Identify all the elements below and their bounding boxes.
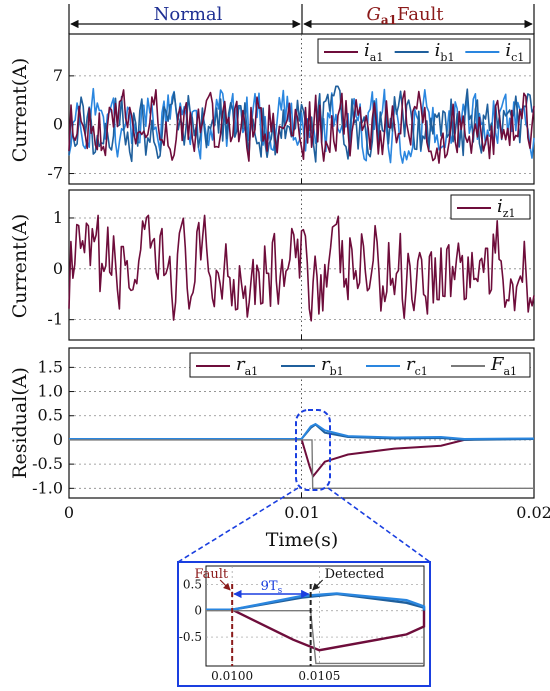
series-line-b1 xyxy=(68,85,535,163)
phase-currents-panel: 7 0 -7 ia1 ib1 ic1 xyxy=(47,34,535,184)
detected-annotation-arrow xyxy=(312,579,324,591)
legend-label-b1: ib1 xyxy=(435,40,455,64)
inset-series-r-a1 xyxy=(206,608,426,652)
x-tick-0: 0 xyxy=(64,503,74,522)
legend-label-rb1: rb1 xyxy=(321,354,344,378)
fault-label-g: G xyxy=(366,4,380,25)
legend-label-ra1: ra1 xyxy=(236,354,258,378)
detected-annotation: Detected xyxy=(325,567,385,582)
y-tick-label: 1.5 xyxy=(38,357,63,376)
y-tick-label: -1.0 xyxy=(32,478,63,497)
residuals-panel: 1.5 1.0 0.5 0 -0.5 -1.0 ra1 rb1 rc1 Fa1 xyxy=(32,348,535,498)
inset-y-tick-label: 0.5 xyxy=(183,577,202,591)
series-line-a1 xyxy=(68,89,535,164)
inset-y-tick-label: -0.5 xyxy=(179,630,202,644)
normal-label: Normal xyxy=(154,4,223,25)
series-line-z1 xyxy=(68,214,535,322)
inset-series-r-c1 xyxy=(206,592,426,611)
fault-annotation: Fault xyxy=(195,567,229,582)
series-line-F-a1 xyxy=(69,439,534,489)
inset-x-tick-label: 0.0100 xyxy=(211,669,253,683)
y-tick-label: 0 xyxy=(53,259,63,278)
phase-header: Normal Ga1Fault xyxy=(68,4,535,34)
y-tick-label: 0 xyxy=(53,430,63,449)
x-tick-2: 0.02 xyxy=(516,503,550,522)
y-tick-label: -1 xyxy=(47,310,63,329)
y-tick-label: -7 xyxy=(47,164,63,183)
panel3-ylabel: Residual(A) xyxy=(9,367,31,479)
y-tick-label: -0.5 xyxy=(32,454,63,473)
y-tick-label: 1 xyxy=(53,208,63,227)
legend-label-a1: ia1 xyxy=(364,40,383,64)
inset-y-tick-label: 0 xyxy=(194,604,202,618)
y-tick-label: 0 xyxy=(53,115,63,134)
x-tick-1: 0.01 xyxy=(284,503,320,522)
inset-x-tick-label: 0.0105 xyxy=(298,669,340,683)
delay-label: 9Ts xyxy=(261,579,283,596)
zoom-inset: 0.5 0 -0.5 0.0100 0.0105 Fault Detected 9Ts xyxy=(179,565,426,683)
fault-annotation-arrow xyxy=(219,579,231,591)
legend-label-rc1: rc1 xyxy=(406,354,428,378)
panel1-ylabel: Current(A) xyxy=(9,58,31,163)
fault-label: Ga1Fault xyxy=(366,4,444,27)
fault-label-sub: a1 xyxy=(381,13,397,27)
y-tick-label: 1.0 xyxy=(38,382,63,401)
series-line-c1 xyxy=(68,87,535,164)
inset-outer-box xyxy=(177,561,431,687)
legend-label-Fa1: Fa1 xyxy=(490,354,517,378)
x-axis-label: Time(s) xyxy=(266,529,339,551)
zoom-highlight xyxy=(295,409,331,491)
fault-label-tail: Fault xyxy=(397,4,444,25)
y-tick-label: 0.5 xyxy=(38,406,63,425)
legend-label-c1: ic1 xyxy=(505,40,524,64)
zoom-connector-right xyxy=(327,487,431,563)
panel2-ylabel: Current(A) xyxy=(9,214,31,319)
zero-sequence-panel: 1 0 -1 iz1 xyxy=(47,190,535,340)
inset-series-F-a1 xyxy=(206,610,424,665)
y-tick-label: 7 xyxy=(53,66,63,85)
series-line-r-c1 xyxy=(69,422,535,441)
legend-label-z1: iz1 xyxy=(497,196,516,220)
